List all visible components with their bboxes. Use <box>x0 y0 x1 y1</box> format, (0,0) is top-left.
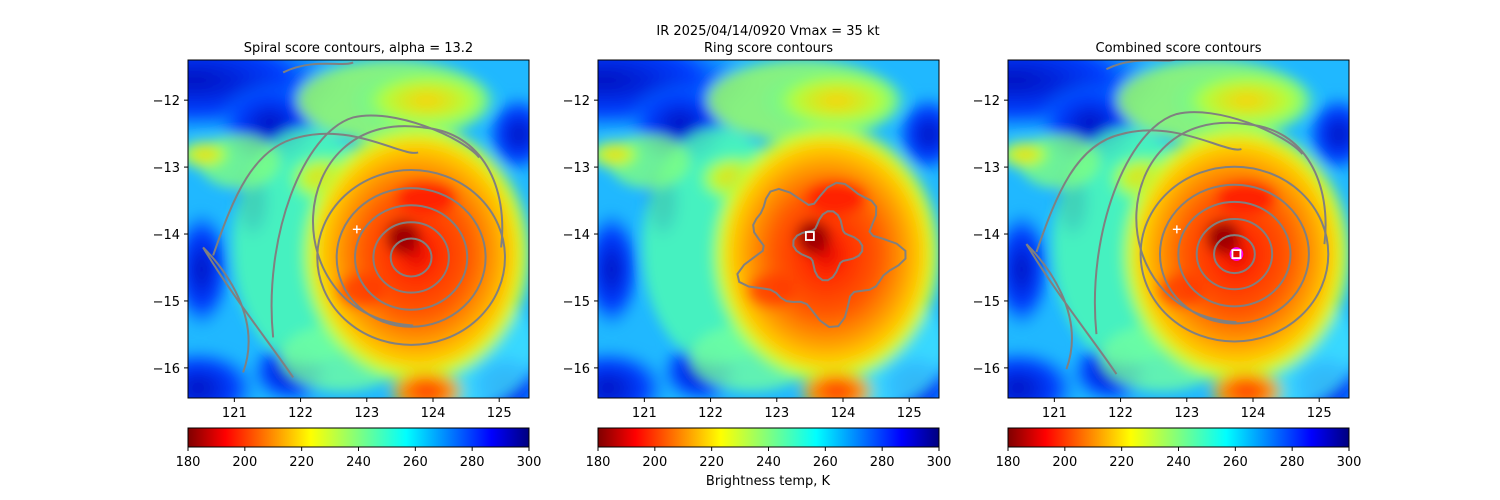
y-tick-label: −16 <box>563 362 590 377</box>
panel-3: Combined score contours 121 122 123 124 125 −1… <box>973 41 1362 470</box>
center-estimate-marker <box>352 225 361 234</box>
axes-frame <box>597 59 940 399</box>
score-contours <box>736 181 907 329</box>
x-tick-label: 122 <box>698 406 723 421</box>
x-tick-label: 122 <box>288 406 313 421</box>
center-circle-marker <box>1229 247 1244 261</box>
figure-suptitle: IR 2025/04/14/0920 Vmax = 35 kt <box>656 24 879 39</box>
colorbar-tick-label: 220 <box>699 455 724 470</box>
colorbar-tick-label: 300 <box>1337 455 1362 470</box>
panel-2: Ring score contours 121 122 123 124 125 −12 −13… <box>563 41 952 470</box>
colorbar-tick-label: 280 <box>460 455 485 470</box>
colorbar <box>1007 427 1350 448</box>
colorbar-tick-label: 260 <box>813 455 838 470</box>
colorbar-tick-label: 180 <box>586 455 611 470</box>
x-tick-label: 123 <box>764 406 789 421</box>
x-tick-label: 121 <box>222 406 247 421</box>
colorbar <box>187 427 530 448</box>
axes-frame <box>1007 59 1350 399</box>
panel-title: Combined score contours <box>1096 41 1262 56</box>
colorbar-tick-label: 200 <box>642 455 667 470</box>
y-tick-label: −15 <box>973 295 1000 310</box>
ir-image <box>188 60 529 398</box>
y-tick-label: −13 <box>973 161 1000 176</box>
colorbar-label: Brightness temp, K <box>706 474 831 489</box>
x-tick-label: 123 <box>1174 406 1199 421</box>
panel-title: Spiral score contours, alpha = 13.2 <box>244 41 473 56</box>
colorbar-tick-label: 240 <box>1166 455 1191 470</box>
x-tick-label: 125 <box>897 406 922 421</box>
x-tick-label: 124 <box>421 406 446 421</box>
colorbar-tick-label: 280 <box>1280 455 1305 470</box>
x-tick-label: 125 <box>1307 406 1332 421</box>
colorbar-tick-label: 220 <box>1109 455 1134 470</box>
colorbar-tick-label: 180 <box>996 455 1021 470</box>
colorbar-tick-label: 240 <box>756 455 781 470</box>
colorbar-tick-label: 260 <box>403 455 428 470</box>
colorbar-tick-label: 240 <box>346 455 371 470</box>
x-tick-label: 121 <box>632 406 657 421</box>
colorbar-tick-label: 300 <box>517 455 542 470</box>
x-tick-label: 124 <box>1241 406 1266 421</box>
colorbar-tick-label: 280 <box>870 455 895 470</box>
y-tick-label: −16 <box>153 362 180 377</box>
y-tick-label: −12 <box>973 94 1000 109</box>
y-tick-label: −12 <box>153 94 180 109</box>
score-contours <box>1025 60 1330 375</box>
x-tick-label: 121 <box>1042 406 1067 421</box>
axes-frame <box>187 59 530 399</box>
y-tick-label: −13 <box>563 161 590 176</box>
center-estimate-marker <box>1231 249 1242 259</box>
center-estimate-marker <box>804 231 815 241</box>
y-tick-label: −16 <box>973 362 1000 377</box>
y-tick-label: −14 <box>153 228 180 243</box>
x-tick-label: 123 <box>354 406 379 421</box>
x-tick-label: 124 <box>831 406 856 421</box>
colorbar-tick-label: 260 <box>1223 455 1248 470</box>
secondary-center-marker <box>1172 225 1181 234</box>
y-tick-label: −12 <box>563 94 590 109</box>
y-tick-label: −15 <box>153 295 180 310</box>
colorbar-tick-label: 180 <box>176 455 201 470</box>
ir-image <box>598 60 939 398</box>
panel-title: Ring score contours <box>704 41 833 56</box>
colorbar-tick-label: 200 <box>232 455 257 470</box>
x-tick-label: 122 <box>1108 406 1133 421</box>
colorbar-tick-label: 200 <box>1052 455 1077 470</box>
colorbar-tick-label: 220 <box>289 455 314 470</box>
panel-1: Spiral score contours, alpha = 13.2 121 12… <box>153 41 542 470</box>
y-tick-label: −14 <box>563 228 590 243</box>
y-tick-label: −15 <box>563 295 590 310</box>
colorbar <box>597 427 940 448</box>
colorbar-tick-label: 300 <box>927 455 952 470</box>
score-contours <box>202 61 506 379</box>
x-tick-label: 125 <box>487 406 512 421</box>
y-tick-label: −14 <box>973 228 1000 243</box>
y-tick-label: −13 <box>153 161 180 176</box>
